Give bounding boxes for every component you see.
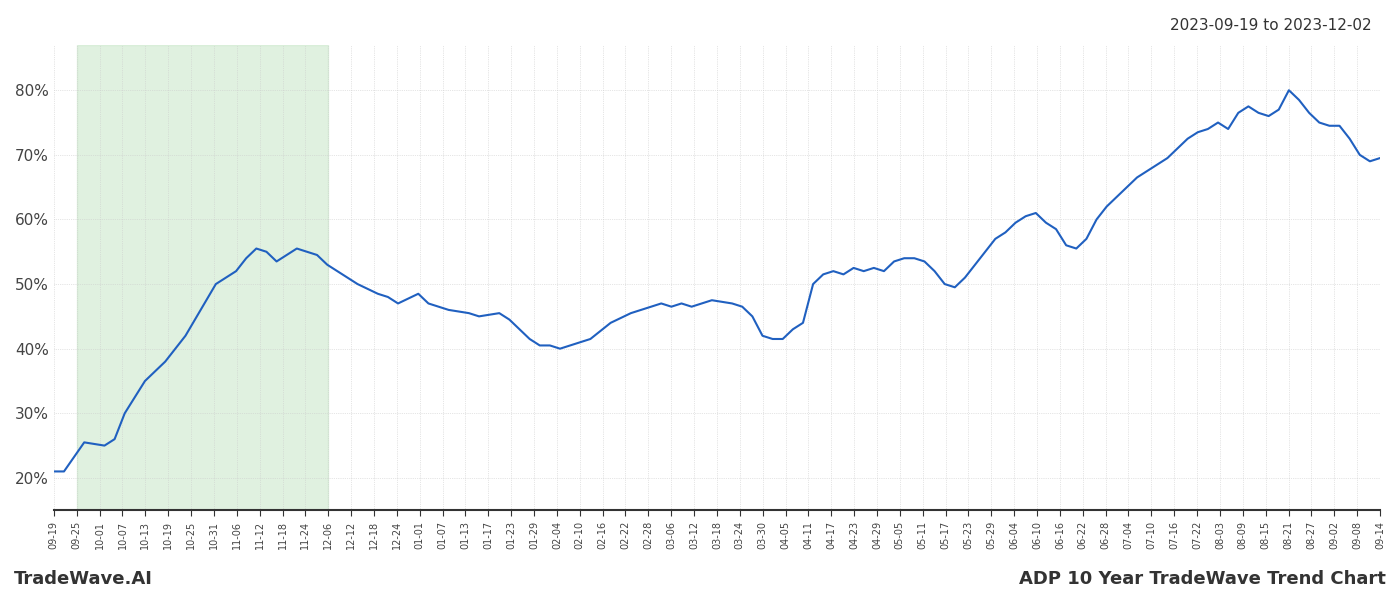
Text: 2023-09-19 to 2023-12-02: 2023-09-19 to 2023-12-02 [1170,18,1372,33]
Bar [77,45,328,510]
Text: ADP 10 Year TradeWave Trend Chart: ADP 10 Year TradeWave Trend Chart [1019,570,1386,588]
Text: TradeWave.AI: TradeWave.AI [14,570,153,588]
